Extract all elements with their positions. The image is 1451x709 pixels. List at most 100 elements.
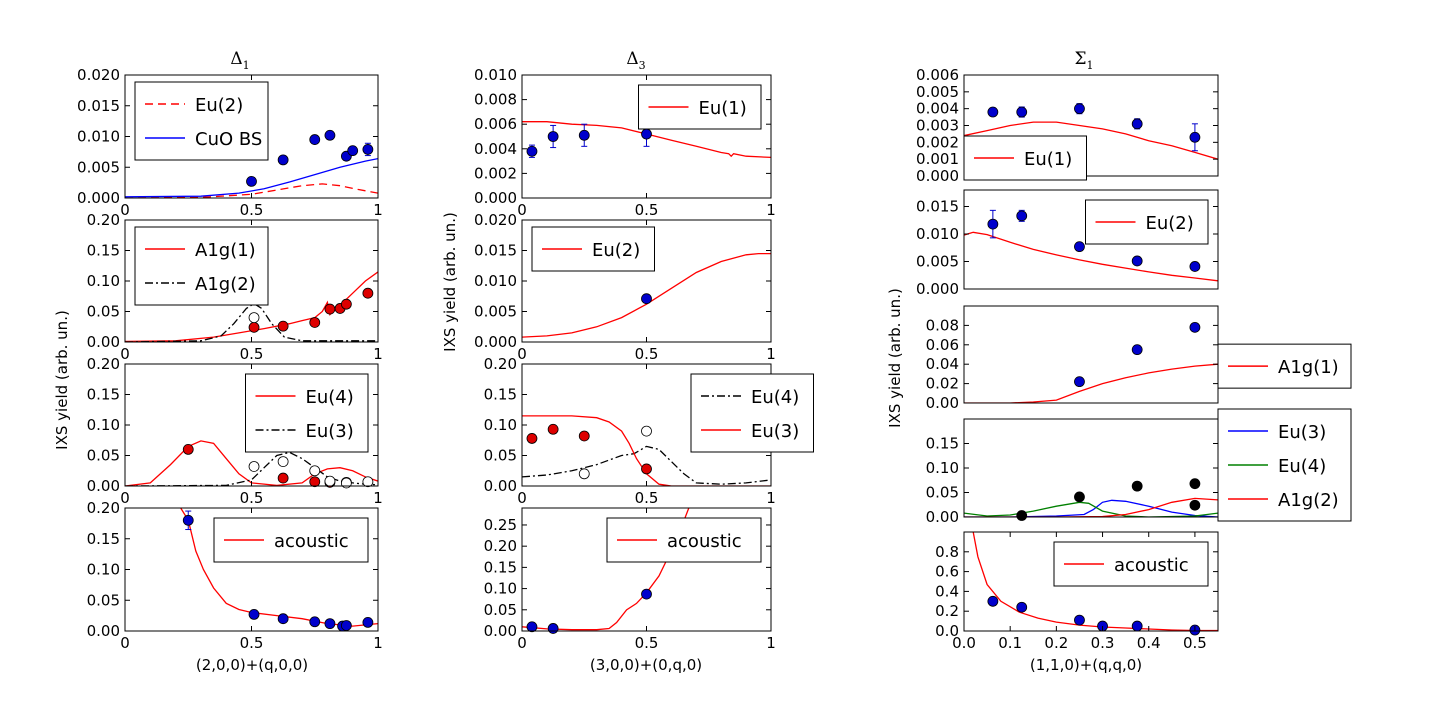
xtick-label: 0 (517, 489, 527, 507)
data-point (987, 106, 999, 118)
data-point (362, 144, 374, 155)
ytick-label: 0.02 (926, 375, 959, 393)
ytick-label: 0.15 (484, 558, 517, 576)
legend-label-eu-1: Eu(1) (1024, 149, 1072, 170)
xtick-label: 1 (766, 634, 776, 652)
data-point (641, 463, 652, 475)
panel-11: 0.00 0.05 0.10 0.15 Eu(3) Eu(4) A1g(2) (926, 408, 1352, 526)
ytick-label: 0.006 (474, 115, 517, 133)
ytick-label: 0.005 (474, 303, 517, 321)
ytick-label: 0.15 (926, 435, 959, 453)
data-point (1131, 480, 1143, 492)
legend-label-cuo-bs: CuO BS (195, 129, 262, 150)
ytick-label: 0.020 (474, 211, 517, 229)
series-line-a1g-2 (125, 302, 378, 342)
legend-label-eu-4: Eu(4) (1278, 456, 1326, 477)
data-point (340, 298, 352, 310)
ytick-label: 0.00 (87, 333, 120, 351)
ytick-label: 0.10 (87, 416, 120, 434)
ytick-label: 0.05 (87, 591, 120, 609)
legend-label-a1g-1: A1g(1) (1278, 357, 1339, 378)
ytick-label: 0.20 (87, 211, 120, 229)
ytick-label: 0.000 (77, 189, 120, 207)
series-line-eu-2 (522, 252, 771, 338)
data-point (246, 175, 257, 187)
data-point (1131, 620, 1143, 632)
data-point (1016, 106, 1028, 118)
ytick-label: 0.005 (77, 158, 120, 176)
xtick-label: 1 (373, 345, 383, 363)
legend-label-a1g-2: A1g(2) (1278, 490, 1339, 511)
xtick-label: 1 (373, 634, 383, 652)
ytick-label: 0.015 (916, 198, 959, 216)
legend: A1g(1) (1217, 343, 1352, 389)
axes-frame (963, 305, 1219, 404)
data-point (578, 129, 590, 141)
series-line-eu-1 (522, 121, 771, 159)
legend-label-eu-2: Eu(2) (195, 95, 243, 116)
data-point (578, 430, 590, 442)
data-point (324, 303, 336, 315)
series-line-cuo-bs (125, 157, 378, 198)
xtick-label: 0.2 (1044, 634, 1068, 652)
series-line-eu-4 (964, 501, 1218, 517)
legend-label-eu-1: Eu(1) (699, 98, 747, 119)
legend-label-a1g-2: A1g(2) (195, 274, 256, 295)
xtick-label: 0.5 (240, 634, 264, 652)
ytick-label: 0.25 (484, 516, 517, 534)
ytick-label: 0.20 (484, 537, 517, 555)
xtick-label: 0.3 (1091, 634, 1115, 652)
data-point (248, 312, 260, 324)
panel-10: 0.000.02 0.040.06 0.08 A1g(1) (926, 305, 1352, 412)
data-point (309, 317, 321, 328)
data-point (309, 134, 321, 145)
data-point (277, 456, 289, 468)
ytick-label: 0.000 (916, 280, 959, 298)
data-point (277, 472, 289, 484)
ytick-label: 0.8 (935, 543, 959, 561)
legend-label-acoustic: acoustic (667, 531, 742, 552)
axes-frame (963, 531, 1219, 632)
ytick-label: 0.04 (926, 355, 959, 373)
panel-0: 0.000 0.005 0.010 0.015 0.020 0 0.5 1 Eu(2) CuO B… (77, 66, 383, 219)
legend: Eu(2) CuO BS (134, 81, 269, 161)
xlabel-col1: (2,0,0)+(q,0,0) (196, 656, 308, 674)
ytick-label: 0.010 (474, 66, 517, 84)
xtick-label: 0.5 (635, 489, 659, 507)
xtick-label: 0 (517, 201, 527, 219)
data-point (547, 423, 559, 435)
data-point (1131, 118, 1143, 130)
data-point (362, 616, 374, 628)
ytick-label: 0.05 (87, 447, 120, 465)
panel-7: 0.00 0.05 0.10 0.15 0.20 0.25 0 0.5 1 acoustic (484, 507, 776, 652)
ylabel-col3: IXS yield (arb. un.) (886, 288, 904, 428)
series-line-eu-3 (964, 499, 1218, 517)
panel-6: 0.00 0.05 0.10 0.15 0.20 0 0.5 1 Eu(4) Eu(3) (484, 355, 814, 507)
data-point (248, 321, 260, 333)
data-point (526, 433, 538, 444)
legend: Eu(2) (531, 226, 655, 272)
data-point (641, 128, 652, 140)
axes-frame (963, 189, 1219, 290)
legend: A1g(1) A1g(2) (134, 226, 269, 306)
ytick-label: 0.000 (474, 189, 517, 207)
data-point (547, 623, 559, 634)
legend: acoustic (606, 517, 762, 563)
ytick-label: 0.000 (474, 333, 517, 351)
ytick-label: 0.0 (935, 622, 959, 640)
data-point (309, 476, 321, 488)
xtick-label: 0 (120, 634, 130, 652)
data-point (277, 320, 289, 332)
ytick-label: 0.00 (484, 622, 517, 640)
panel-2: 0.00 0.05 0.10 0.15 0.20 0 0.5 1 Eu(4) Eu(3) (87, 355, 383, 507)
xtick-label: 0 (517, 634, 527, 652)
legend-label-eu-3: Eu(3) (751, 421, 799, 442)
legend: acoustic (213, 517, 369, 563)
ytick-label: 0.000 (916, 167, 959, 185)
data-point (324, 129, 336, 141)
ytick-label: 0.20 (484, 355, 517, 373)
data-point (1016, 601, 1028, 613)
legend-label-eu-2: Eu(2) (1146, 213, 1194, 234)
ytick-label: 0.2 (935, 602, 959, 620)
